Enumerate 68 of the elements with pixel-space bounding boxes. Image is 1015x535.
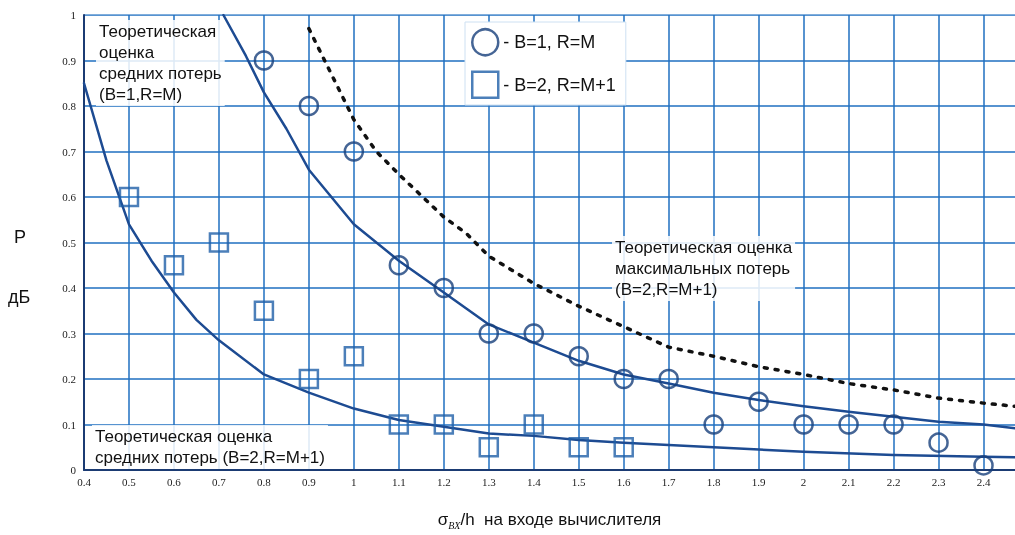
x-tick-label: 0.5 [122,475,137,488]
x-tick-label: 0.9 [302,475,317,488]
point [433,414,455,435]
point [478,437,500,458]
point [298,368,320,390]
text: Р дБ [8,227,31,307]
point [928,432,949,453]
y-tick-label: 0.8 [62,100,77,112]
point [568,346,589,367]
x-tick-label: 1 [351,475,357,488]
point [343,346,365,367]
x-tick-label: 1.9 [751,475,767,488]
point [568,437,589,458]
x-tick-label: 1.6 [616,475,632,488]
x-tick-label: 2 [800,475,807,488]
line-series [222,13,1015,430]
point [658,368,679,390]
point [298,95,320,117]
x-tick-label: 1.5 [571,475,587,488]
x-tick-label: 0.8 [257,475,272,488]
point [613,368,634,390]
annotation: Теоретическая оценка средних потерь (B=2,R=M+1) [95,427,325,467]
x-tick-label: 2.1 [841,475,856,488]
point [118,186,140,208]
point [478,323,500,344]
point [208,232,230,253]
point [433,277,455,299]
point [343,141,365,162]
x-tick-label: 2.2 [886,475,901,488]
y-tick-label: 1 [70,9,76,21]
point [793,414,814,435]
point [973,455,994,476]
point [253,50,275,71]
y-tick-label: 0.1 [62,418,76,431]
x-tick-label: 1.1 [391,475,406,488]
x-tick-label: 1.3 [481,475,497,488]
y-tick-label: 0.6 [62,191,77,203]
point [523,414,545,435]
point [838,414,859,435]
point [613,437,634,458]
point [523,323,545,344]
x-tick-label: 1.4 [526,475,542,488]
x-tick-label: 1.8 [706,475,722,488]
y-tick-label: 0.3 [62,327,77,340]
x-tick-label: 1.2 [436,475,451,488]
y-tick-label: 0 [70,464,77,476]
point [883,414,904,435]
x-tick-label: 1.7 [661,475,677,488]
y-tick-label: 0.5 [62,236,77,249]
annotation: Теоретическая оценка максимальных потерь (B=2,R=M+1) [615,238,793,299]
annotation: Теоретическая оценка средних потерь (B=1,R=M) [99,22,222,104]
x-tick-label: 2.3 [931,475,946,488]
x-tick-label: 0.6 [167,475,182,488]
point [163,255,185,276]
point [388,414,410,435]
point [748,391,769,412]
y-tick-label: 0.4 [62,282,77,294]
x-tick-label: 2.4 [976,475,991,488]
point [703,414,724,435]
y-tick-label: 0.9 [62,54,77,67]
point [253,300,275,321]
y-tick-label: 0.7 [62,145,77,158]
x-tick-label: 0.7 [212,475,227,488]
point [388,255,410,276]
y-tick-label: 0.2 [62,373,76,385]
line-series [307,26,1015,409]
legend-label: - B=1, R=M [503,32,596,53]
legend-label: - B=2, R=M+1 [503,74,616,95]
